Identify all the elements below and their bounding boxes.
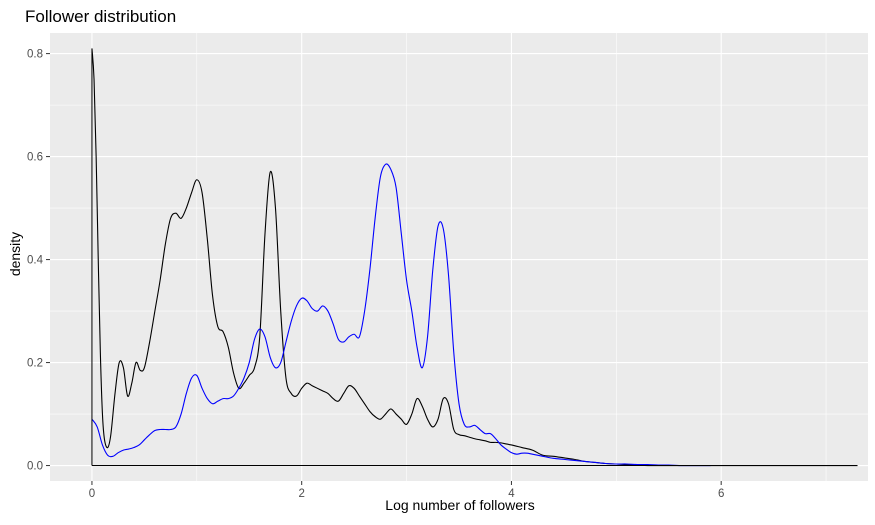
y-tick-label: 0.8 bbox=[27, 49, 43, 61]
y-tick-label: 0.4 bbox=[27, 255, 44, 267]
series-layer bbox=[91, 48, 858, 467]
y-tick-label: 0.6 bbox=[27, 152, 43, 164]
y-tick-label: 0.0 bbox=[27, 461, 43, 473]
x-tick-label: 4 bbox=[508, 488, 515, 500]
y-tick-label: 0.2 bbox=[27, 358, 43, 370]
x-tick-label: 6 bbox=[718, 488, 724, 500]
x-tick-label: 2 bbox=[298, 488, 304, 500]
x-tick-label: 0 bbox=[89, 488, 95, 500]
minor-gridlines bbox=[50, 33, 868, 481]
chart-title: Follower distribution bbox=[25, 7, 176, 26]
y-axis: 0.0 0.2 0.4 0.6 0.8 bbox=[27, 49, 50, 473]
x-axis: 0 2 4 6 bbox=[89, 481, 724, 500]
density-curve-2 bbox=[91, 163, 711, 467]
density-curve-1 bbox=[91, 48, 858, 467]
y-axis-title: density bbox=[7, 232, 23, 276]
x-axis-title: Log number of followers bbox=[385, 497, 534, 513]
